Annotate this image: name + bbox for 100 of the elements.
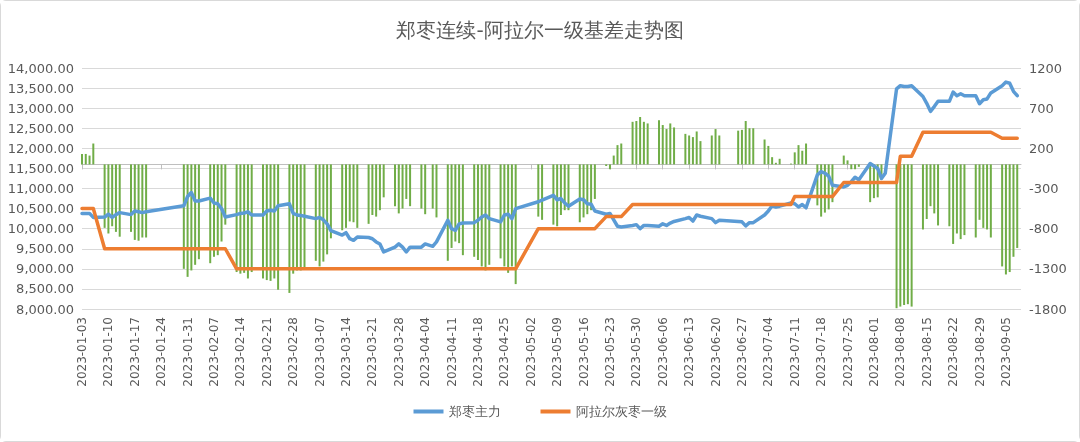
bar <box>461 164 464 256</box>
bar <box>857 164 860 167</box>
bar <box>114 164 117 232</box>
y2-tick-label: 700 <box>1029 100 1054 116</box>
bar <box>1016 164 1019 248</box>
bar <box>288 164 291 293</box>
bar <box>130 164 133 232</box>
bar <box>710 135 713 165</box>
bar <box>963 164 966 236</box>
y-tick-label: 13,000.00 <box>7 100 74 116</box>
bar <box>948 164 951 227</box>
y-tick-label: 8,500.00 <box>16 281 74 297</box>
bar <box>145 164 148 238</box>
bar <box>186 164 189 277</box>
bar <box>265 164 268 281</box>
bar <box>846 160 849 165</box>
bar <box>107 164 110 234</box>
legend-label: 郑枣主力 <box>448 404 501 419</box>
x-tick-label: 2023-06-20 <box>708 317 723 387</box>
bar <box>899 164 902 307</box>
bar <box>669 123 672 165</box>
y-tick-label: 11,000.00 <box>7 181 74 196</box>
bar <box>714 129 717 165</box>
bar <box>737 130 740 165</box>
bar <box>318 164 321 267</box>
bar <box>925 164 928 220</box>
x-tick-label: 2023-07-04 <box>761 317 776 387</box>
bar <box>92 143 95 165</box>
y-tick-label: 8,000.00 <box>16 301 74 317</box>
line-series <box>80 80 1019 254</box>
bar <box>182 164 185 269</box>
bar <box>1008 164 1011 273</box>
bar <box>620 143 623 165</box>
y2-tick-label: -1800 <box>1029 301 1067 317</box>
y2-tick-label: 1200 <box>1029 60 1063 76</box>
bar <box>367 164 370 224</box>
bar <box>959 164 962 240</box>
bar <box>688 135 691 165</box>
x-tick-label: 2023-05-09 <box>550 317 565 387</box>
bar <box>137 164 140 241</box>
y-tick-label: 12,500.00 <box>7 120 74 136</box>
bar <box>480 164 483 267</box>
bar <box>473 164 476 257</box>
bar <box>684 133 687 165</box>
bar <box>382 164 385 198</box>
x-tick-label: 2023-01-10 <box>101 317 116 387</box>
x-tick-label: 2023-08-15 <box>919 317 934 387</box>
x-tick-label: 2023-07-11 <box>787 317 802 387</box>
bar <box>446 164 449 261</box>
bar <box>593 164 596 199</box>
bar <box>1001 164 1004 267</box>
bar <box>1004 164 1007 275</box>
bar <box>424 164 427 215</box>
bar <box>805 143 808 165</box>
x-tick-label: 2023-05-30 <box>629 317 644 387</box>
bar <box>84 153 87 165</box>
bar <box>118 164 121 237</box>
x-tick-label: 2023-02-14 <box>233 317 248 387</box>
bar <box>906 164 909 305</box>
y2-tick-label: -300 <box>1029 181 1059 196</box>
bar <box>375 164 378 217</box>
bar <box>250 164 253 273</box>
x-tick-label: 2023-05-23 <box>602 317 617 387</box>
bar <box>556 164 559 227</box>
bar <box>348 164 351 222</box>
bar <box>197 164 200 260</box>
bar <box>212 164 215 257</box>
bar <box>763 139 766 165</box>
bar <box>378 164 381 211</box>
x-tick-label: 2023-08-22 <box>946 317 961 387</box>
bar <box>691 137 694 165</box>
bar <box>974 164 977 238</box>
x-tick-label: 2023-04-25 <box>497 317 512 387</box>
x-tick-label: 2023-03-14 <box>338 317 353 387</box>
bar <box>220 164 223 242</box>
bar <box>771 157 774 165</box>
bar <box>850 164 853 170</box>
y-tick-label: 10,000.00 <box>7 221 74 237</box>
bar <box>646 123 649 165</box>
bar <box>420 164 423 209</box>
bar <box>952 164 955 244</box>
x-tick-label: 2023-01-31 <box>180 317 195 387</box>
x-tick-label: 2023-06-27 <box>734 317 749 387</box>
y-tick-label: 9,500.00 <box>16 241 74 257</box>
bar <box>235 164 238 273</box>
bar <box>793 152 796 165</box>
x-tick-label: 2023-03-07 <box>312 317 327 387</box>
x-tick-label: 2023-06-06 <box>655 317 670 387</box>
bar <box>194 164 197 265</box>
chart-title: 郑枣连续-阿拉尔一级基差走势图 <box>396 18 684 42</box>
x-tick-label: 2023-04-18 <box>470 317 485 387</box>
x-tick-label: 2023-02-07 <box>206 317 221 387</box>
bar <box>989 164 992 238</box>
bar <box>394 164 396 207</box>
bar <box>292 164 295 274</box>
bar <box>903 164 906 305</box>
y-tick-label: 10,500.00 <box>7 201 74 217</box>
bar <box>631 121 634 165</box>
y-tick-label: 12,000.00 <box>7 140 74 156</box>
x-tick-label: 2023-08-29 <box>972 317 987 387</box>
